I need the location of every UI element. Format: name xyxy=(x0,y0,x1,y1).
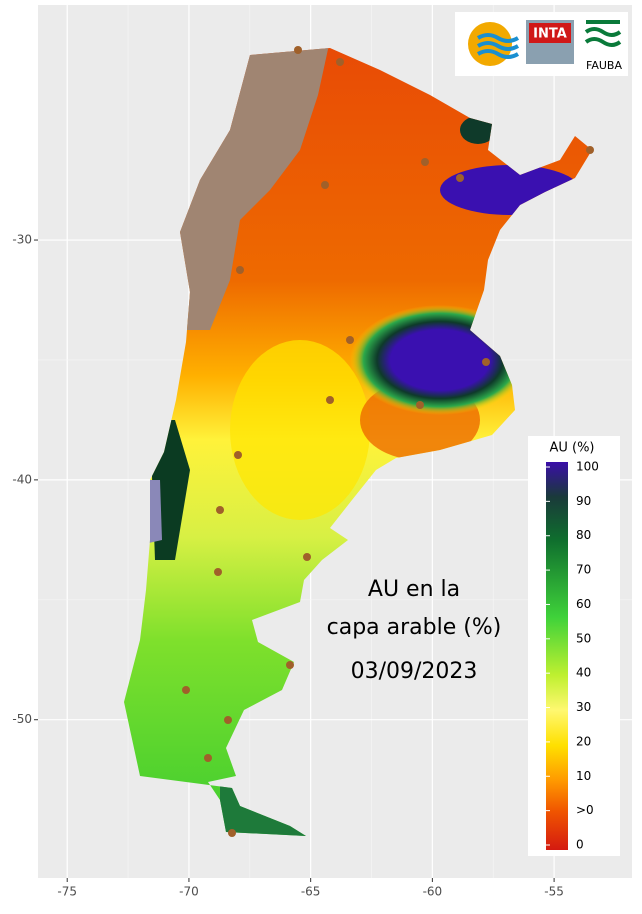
station xyxy=(286,661,294,669)
station xyxy=(294,46,302,54)
station xyxy=(586,146,594,154)
logo-text: FAUBA xyxy=(586,59,622,72)
y-tick-label: -50 xyxy=(12,712,32,726)
station xyxy=(326,396,334,404)
station xyxy=(182,686,190,694)
annotation-line: capa arable (%) xyxy=(327,615,502,640)
wet-zone xyxy=(460,116,496,144)
y-tick-label: -30 xyxy=(12,233,32,247)
logo-icon xyxy=(476,33,520,59)
legend-label: 90 xyxy=(576,494,591,508)
y-tick-label: -40 xyxy=(12,472,32,486)
station xyxy=(224,716,232,724)
annotation: AU en la capa arable (%) 03/09/2023 xyxy=(327,577,502,684)
x-tick-label: -75 xyxy=(57,885,77,899)
station xyxy=(236,266,244,274)
station xyxy=(228,829,236,837)
legend-label: 40 xyxy=(576,666,591,680)
x-tick-label: -65 xyxy=(301,885,321,899)
logo-icon xyxy=(584,20,622,47)
station xyxy=(482,358,490,366)
station xyxy=(456,174,464,182)
station xyxy=(336,58,344,66)
moisture-field xyxy=(230,340,370,520)
logo-text: INTA xyxy=(533,27,567,42)
x-tick-label: -70 xyxy=(179,885,199,899)
legend-box xyxy=(528,436,620,856)
logos: INTA FAUBA xyxy=(455,12,628,76)
station xyxy=(204,754,212,762)
station xyxy=(321,181,329,189)
station xyxy=(234,451,242,459)
station xyxy=(416,401,424,409)
legend-label: 10 xyxy=(576,769,591,783)
legend-label: 20 xyxy=(576,734,591,748)
legend-label: 60 xyxy=(576,597,591,611)
legend-label: 0 xyxy=(576,838,584,852)
station xyxy=(421,158,429,166)
legend: AU (%) 100 90 80 70 60 50 40 30 20 10 >0 0 xyxy=(528,436,620,856)
logo-icon xyxy=(529,23,571,43)
legend-label: 50 xyxy=(576,631,591,645)
legend-label: >0 xyxy=(576,803,594,817)
annotation-line: 03/09/2023 xyxy=(351,659,478,684)
legend-label: 70 xyxy=(576,563,591,577)
annotation-line: AU en la xyxy=(368,577,460,602)
legend-labels: 100 90 80 70 60 50 40 30 20 10 >0 0 xyxy=(546,460,599,852)
station xyxy=(303,553,311,561)
legend-title: AU (%) xyxy=(549,441,594,456)
station xyxy=(216,506,224,514)
station xyxy=(346,336,354,344)
legend-label: 100 xyxy=(576,460,599,474)
station xyxy=(214,568,222,576)
axes: -75 -70 -65 -60 -55 -30 -40 -50 xyxy=(12,233,564,899)
stations xyxy=(182,46,594,837)
colorbar xyxy=(546,462,568,850)
legend-label: 80 xyxy=(576,528,591,542)
x-tick-label: -60 xyxy=(423,885,443,899)
legend-label: 30 xyxy=(576,700,591,714)
x-tick-label: -55 xyxy=(544,885,564,899)
